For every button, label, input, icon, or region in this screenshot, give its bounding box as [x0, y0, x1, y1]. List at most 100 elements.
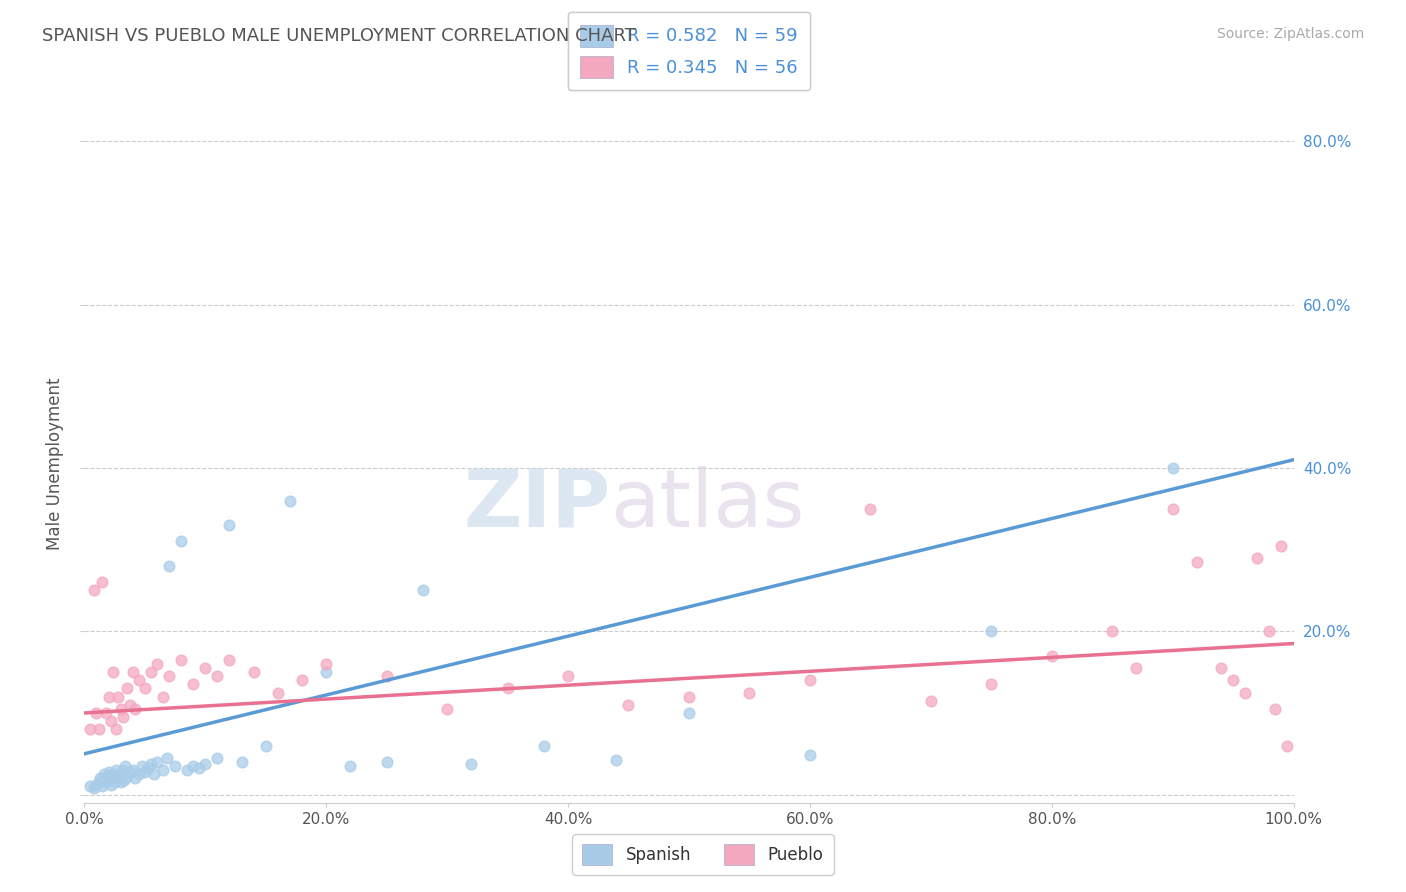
Point [115, 770, 138, 784]
Point [165, 759, 187, 773]
Point [79, 780, 101, 794]
Point [242, 665, 264, 679]
Point [1222, 673, 1244, 688]
Point [375, 669, 398, 683]
Point [194, 661, 217, 675]
Text: ZIP: ZIP [463, 466, 610, 543]
Point [97, 764, 120, 779]
Point [799, 748, 821, 763]
Text: Source: ZipAtlas.com: Source: ZipAtlas.com [1216, 27, 1364, 41]
Point [1270, 539, 1292, 553]
Point [112, 710, 135, 724]
Point [339, 759, 361, 773]
Point [859, 501, 882, 516]
Point [112, 772, 135, 787]
Point [1234, 685, 1257, 699]
Point [496, 681, 519, 696]
Point [83, 781, 105, 796]
Point [207, 669, 229, 683]
Point [121, 665, 143, 679]
Point [94, 770, 117, 784]
Point [617, 698, 640, 712]
Point [139, 665, 162, 679]
Point [152, 763, 174, 777]
Point [86, 778, 108, 792]
Point [291, 673, 314, 688]
Point [89, 772, 111, 786]
Point [799, 673, 821, 688]
Point [1246, 550, 1268, 565]
Point [124, 772, 146, 786]
Point [1125, 661, 1147, 675]
Point [436, 702, 458, 716]
Point [152, 690, 174, 704]
Point [138, 762, 160, 776]
Point [103, 767, 125, 781]
Point [605, 753, 627, 767]
Point [94, 706, 117, 720]
Point [157, 558, 180, 573]
Point [155, 751, 177, 765]
Point [91, 780, 114, 794]
Point [87, 775, 110, 789]
Point [194, 756, 217, 771]
Point [1277, 739, 1299, 753]
Point [121, 763, 143, 777]
Point [980, 677, 1002, 691]
Point [91, 772, 114, 787]
Legend: Spanish, Pueblo: Spanish, Pueblo [572, 834, 834, 875]
Point [315, 665, 337, 679]
Point [131, 759, 153, 773]
Point [170, 534, 193, 549]
Point [97, 772, 120, 787]
Point [315, 657, 337, 671]
Point [110, 775, 132, 789]
Point [533, 739, 555, 753]
Point [107, 690, 129, 704]
Point [91, 575, 114, 590]
Point [176, 763, 198, 777]
Point [1264, 702, 1286, 716]
Point [79, 723, 101, 737]
Point [1161, 461, 1184, 475]
Point [120, 764, 142, 779]
Point [188, 762, 211, 776]
Point [460, 756, 482, 771]
Point [107, 772, 129, 786]
Point [1209, 661, 1232, 675]
Point [128, 673, 150, 688]
Y-axis label: Male Unemployment: Male Unemployment [46, 377, 65, 550]
Point [181, 677, 204, 691]
Point [980, 624, 1002, 639]
Text: atlas: atlas [610, 466, 804, 543]
Point [181, 759, 204, 773]
Point [412, 583, 434, 598]
Point [103, 665, 125, 679]
Point [207, 751, 229, 765]
Point [87, 723, 110, 737]
Point [114, 759, 136, 773]
Point [143, 767, 166, 781]
Point [170, 653, 193, 667]
Point [146, 657, 169, 671]
Point [218, 518, 240, 533]
Point [115, 681, 138, 696]
Legend: R = 0.582   N = 59, R = 0.345   N = 56: R = 0.582 N = 59, R = 0.345 N = 56 [568, 12, 810, 90]
Point [94, 775, 117, 789]
Point [86, 706, 108, 720]
Point [104, 775, 127, 789]
Point [1161, 501, 1184, 516]
Point [100, 772, 122, 786]
Point [134, 681, 156, 696]
Point [124, 702, 146, 716]
Point [678, 690, 700, 704]
Point [104, 723, 127, 737]
Point [267, 685, 290, 699]
Point [278, 493, 301, 508]
Point [104, 763, 127, 777]
Point [375, 755, 398, 769]
Point [100, 778, 122, 792]
Point [97, 690, 120, 704]
Point [146, 755, 169, 769]
Point [110, 767, 132, 781]
